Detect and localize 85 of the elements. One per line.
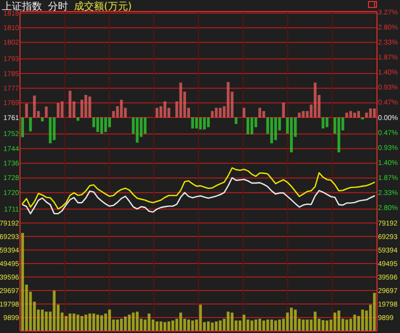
bar (210, 111, 214, 118)
bar (203, 118, 206, 130)
bar (278, 320, 281, 331)
bar (199, 304, 202, 331)
bar (282, 102, 285, 118)
bar (373, 292, 376, 331)
bar (179, 82, 182, 118)
bar (44, 106, 48, 118)
bar (326, 118, 328, 128)
bar (96, 118, 100, 132)
bar (88, 96, 92, 118)
bar (290, 308, 293, 331)
bar (207, 118, 210, 128)
bar (298, 112, 301, 118)
bar (290, 118, 293, 152)
bar (353, 112, 356, 118)
bar (21, 118, 24, 138)
bar (262, 111, 266, 118)
bar (250, 320, 254, 331)
bar (246, 118, 250, 134)
bar (230, 312, 234, 331)
bar (84, 94, 88, 118)
bar (199, 118, 202, 130)
bar (226, 82, 230, 118)
bar (104, 314, 107, 331)
bar (60, 101, 64, 118)
bar (242, 314, 246, 331)
bar (120, 100, 123, 118)
bar (191, 118, 194, 128)
bar (207, 321, 210, 331)
chart-subtitle: 分时 (48, 0, 68, 12)
bar (25, 104, 28, 118)
bar (274, 320, 277, 331)
line-series (22, 177, 376, 214)
bar (345, 112, 348, 118)
bar (148, 314, 150, 331)
bar (361, 310, 364, 331)
bar (337, 118, 340, 152)
bar (164, 101, 166, 118)
bar (104, 118, 107, 132)
bar (242, 108, 246, 118)
bar (234, 118, 238, 124)
bar (156, 321, 158, 331)
bar (52, 118, 56, 140)
bar (270, 118, 274, 144)
bar (76, 118, 80, 121)
bar (326, 320, 328, 331)
bar (365, 112, 368, 118)
bar (56, 102, 60, 118)
bar (33, 96, 36, 118)
bar (144, 118, 147, 134)
bar (191, 320, 194, 331)
bar (72, 314, 76, 331)
bar (250, 118, 254, 134)
bar (322, 118, 324, 128)
bar (357, 111, 360, 118)
bar (334, 312, 336, 331)
bar (187, 320, 190, 331)
bar (64, 316, 68, 331)
bar (68, 90, 72, 118)
bar (80, 316, 84, 331)
bar (116, 320, 119, 331)
annotation: 成交额(万元) (74, 0, 132, 12)
bar (29, 118, 32, 132)
bar (76, 314, 80, 331)
bar (314, 312, 317, 331)
bar (48, 118, 52, 144)
bar (274, 118, 277, 140)
bar (120, 318, 123, 331)
bar (302, 111, 305, 118)
bar (314, 82, 317, 118)
bar (108, 310, 111, 331)
bar (195, 118, 198, 128)
bar (369, 108, 372, 118)
bar (164, 322, 166, 331)
bar (136, 118, 139, 143)
bar (21, 232, 24, 331)
bar (373, 108, 376, 118)
line-series (22, 167, 376, 210)
bar (160, 321, 162, 331)
bar (156, 108, 158, 118)
bar (349, 111, 352, 118)
bar (68, 314, 72, 331)
bar (40, 118, 44, 122)
bar (322, 320, 324, 331)
